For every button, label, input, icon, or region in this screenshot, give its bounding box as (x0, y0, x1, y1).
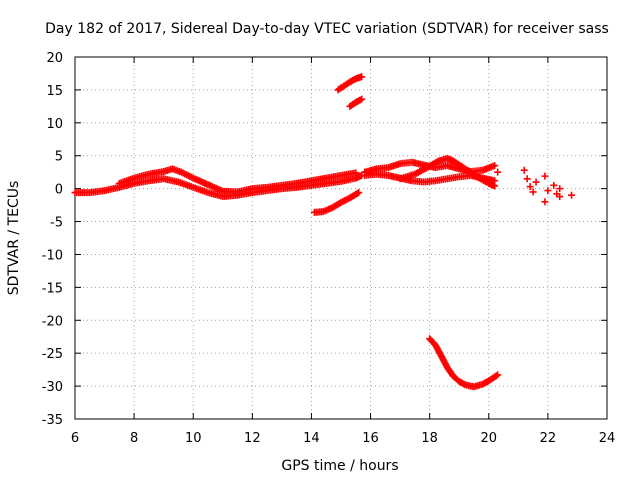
x-axis-label: GPS time / hours (281, 458, 398, 474)
chart-title: Day 182 of 2017, Sidereal Day-to-day VTE… (45, 21, 609, 37)
y-tick-label: 15 (46, 84, 63, 99)
data-point (550, 181, 558, 189)
series-main-band-upper (115, 165, 360, 196)
data-point (494, 168, 502, 176)
series-late-scattered (494, 166, 576, 206)
x-tick-label: 18 (421, 431, 438, 446)
plot-frame (74, 56, 608, 420)
data-point (568, 191, 576, 199)
y-tick-label: 0 (55, 183, 63, 198)
data-point (433, 158, 441, 166)
data-point (541, 198, 549, 206)
y-tick-label: -15 (42, 281, 63, 296)
data-point (520, 166, 528, 174)
data-point (556, 193, 564, 201)
y-tick-label: -30 (42, 380, 63, 395)
data-point (356, 96, 364, 104)
data-point (526, 183, 534, 191)
y-tick-label: -10 (42, 248, 63, 263)
data-point (491, 182, 499, 190)
x-tick-label: 24 (599, 431, 616, 446)
data-point (355, 189, 363, 197)
y-tick-label: -5 (50, 216, 63, 231)
y-tick-label: -35 (42, 413, 63, 428)
y-axis-label: SDTVAR / TECUs (6, 181, 22, 296)
axis-ticks: 6 8 10 12 14 16 18 20 22 24 20 15 10 5 0 -5 -10 -15 -20 -25… (42, 51, 616, 446)
data-point (532, 178, 540, 186)
data-point (544, 187, 552, 195)
y-tick-label: -25 (42, 347, 63, 362)
x-tick-label: 12 (244, 431, 261, 446)
data-point (541, 172, 549, 180)
series-deep-depletion (426, 335, 502, 391)
x-tick-label: 14 (303, 431, 320, 446)
data-point (491, 162, 499, 170)
data-point (556, 185, 564, 193)
data-point (492, 372, 500, 380)
series-upper-segment-near-15h (334, 73, 366, 94)
x-tick-label: 20 (481, 431, 498, 446)
x-tick-label: 8 (130, 431, 138, 446)
y-tick-label: 5 (55, 150, 63, 165)
data-point (460, 380, 468, 388)
data-point (358, 95, 366, 103)
x-tick-label: 16 (362, 431, 379, 446)
y-tick-label: -20 (42, 314, 63, 329)
data-point (352, 169, 360, 177)
plot-border (74, 56, 608, 420)
data-points (71, 73, 576, 391)
series-short-segment-near-15-5h (346, 95, 366, 110)
data-point (358, 73, 366, 81)
data-point (523, 175, 531, 183)
data-point (494, 371, 502, 379)
data-point (353, 189, 361, 197)
y-tick-label: 20 (46, 51, 63, 66)
y-tick-label: 10 (46, 117, 63, 132)
x-tick-label: 6 (71, 431, 79, 446)
grid (75, 57, 607, 419)
data-point (529, 188, 537, 196)
series-post-16h-crossing (396, 154, 499, 190)
series-negative-branch-near-15h (310, 189, 363, 216)
x-tick-label: 22 (540, 431, 557, 446)
x-tick-label: 10 (185, 431, 202, 446)
